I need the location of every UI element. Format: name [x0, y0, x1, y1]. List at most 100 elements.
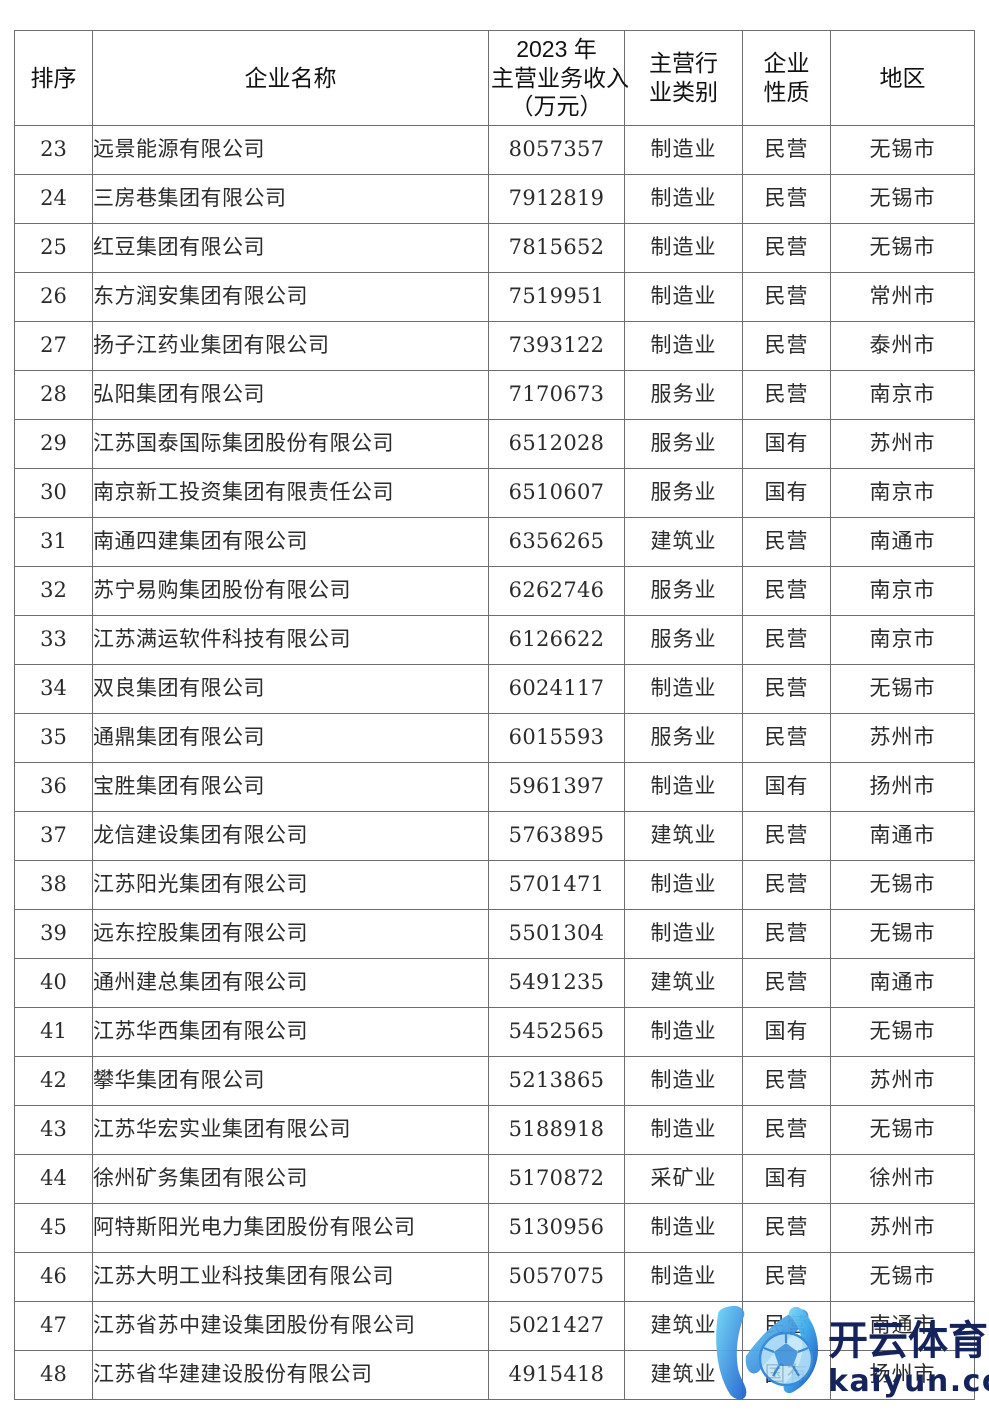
table-row: 41 江苏华西集团有限公司 5452565 制造业 国有 无锡市 — [14, 1007, 975, 1057]
cell-ownership: 民营 — [742, 517, 831, 567]
cell-region: 无锡市 — [830, 664, 975, 714]
cell-name: 阿特斯阳光电力集团股份有限公司 — [92, 1203, 489, 1253]
cell-ownership: 民营 — [742, 370, 831, 420]
cell-name: 江苏满运软件科技有限公司 — [92, 615, 489, 665]
table-row: 48 江苏省华建建设股份有限公司 4915418 建筑业 国有 扬州市 — [14, 1350, 975, 1400]
cell-name: 南通四建集团有限公司 — [92, 517, 489, 567]
cell-region: 南京市 — [830, 468, 975, 518]
cell-rank: 33 — [14, 615, 93, 665]
header-line: 企业 — [763, 50, 810, 77]
cell-region: 南通市 — [830, 1301, 975, 1351]
header-line: 主营行 — [649, 50, 718, 77]
column-header-region: 地区 — [830, 30, 975, 126]
cell-industry: 制造业 — [624, 1056, 743, 1106]
cell-ownership: 民营 — [742, 1203, 831, 1253]
cell-region: 扬州市 — [830, 1350, 975, 1400]
cell-industry: 服务业 — [624, 615, 743, 665]
cell-ownership: 民营 — [742, 174, 831, 224]
cell-revenue: 7170673 — [488, 370, 625, 420]
cell-revenue: 5213865 — [488, 1056, 625, 1106]
column-header-region-lines: 地区 — [831, 64, 974, 93]
cell-revenue: 7393122 — [488, 321, 625, 371]
cell-rank: 37 — [14, 811, 93, 861]
cell-industry: 制造业 — [624, 664, 743, 714]
cell-industry: 制造业 — [624, 125, 743, 175]
column-header-revenue: 2023 年主营业务收入 （万元） — [488, 30, 629, 126]
cell-region: 无锡市 — [830, 1007, 975, 1057]
cell-rank: 48 — [14, 1350, 93, 1400]
table-row: 36 宝胜集团有限公司 5961397 制造业 国有 扬州市 — [14, 762, 975, 812]
cell-revenue: 5170872 — [488, 1154, 625, 1204]
column-header-rank: 排序 — [14, 30, 93, 126]
table-row: 47 江苏省苏中建设集团股份有限公司 5021427 建筑业 民营 南通市 — [14, 1301, 975, 1351]
cell-ownership: 国有 — [742, 419, 831, 469]
cell-rank: 25 — [14, 223, 93, 273]
cell-region: 苏州市 — [830, 419, 975, 469]
table-row: 30 南京新工投资集团有限责任公司 6510607 服务业 国有 南京市 — [14, 468, 975, 518]
cell-region: 无锡市 — [830, 174, 975, 224]
cell-name: 宝胜集团有限公司 — [92, 762, 489, 812]
cell-ownership: 国有 — [742, 762, 831, 812]
enterprise-ranking-table: 排序 企业名称 2023 年主营业务收入 （万元） 主营行 业类别 企业 性质 — [14, 30, 975, 1400]
cell-region: 南通市 — [830, 811, 975, 861]
cell-name: 扬子江药业集团有限公司 — [92, 321, 489, 371]
cell-name: 龙信建设集团有限公司 — [92, 811, 489, 861]
cell-revenue: 5021427 — [488, 1301, 625, 1351]
cell-region: 扬州市 — [830, 762, 975, 812]
header-line: 性质 — [763, 79, 810, 105]
cell-region: 徐州市 — [830, 1154, 975, 1204]
cell-revenue: 6262746 — [488, 566, 625, 616]
table-header-row: 排序 企业名称 2023 年主营业务收入 （万元） 主营行 业类别 企业 性质 — [14, 30, 975, 126]
cell-revenue: 5701471 — [488, 860, 625, 910]
table-row: 45 阿特斯阳光电力集团股份有限公司 5130956 制造业 民营 苏州市 — [14, 1203, 975, 1253]
table-row: 38 江苏阳光集团有限公司 5701471 制造业 民营 无锡市 — [14, 860, 975, 910]
cell-revenue: 5057075 — [488, 1252, 625, 1302]
cell-name: 江苏省华建建设股份有限公司 — [92, 1350, 489, 1400]
column-header-industry: 主营行 业类别 — [624, 30, 743, 126]
cell-name: 苏宁易购集团股份有限公司 — [92, 566, 489, 616]
cell-rank: 32 — [14, 566, 93, 616]
cell-name: 江苏国泰国际集团股份有限公司 — [92, 419, 489, 469]
cell-name: 双良集团有限公司 — [92, 664, 489, 714]
cell-rank: 24 — [14, 174, 93, 224]
cell-ownership: 民营 — [742, 909, 831, 959]
table-row: 25 红豆集团有限公司 7815652 制造业 民营 无锡市 — [14, 223, 975, 273]
cell-industry: 建筑业 — [624, 1301, 743, 1351]
cell-name: 东方润安集团有限公司 — [92, 272, 489, 322]
cell-ownership: 民营 — [742, 615, 831, 665]
cell-region: 无锡市 — [830, 223, 975, 273]
cell-rank: 26 — [14, 272, 93, 322]
cell-rank: 40 — [14, 958, 93, 1008]
cell-revenue: 6126622 — [488, 615, 625, 665]
cell-revenue: 7912819 — [488, 174, 625, 224]
table-row: 35 通鼎集团有限公司 6015593 服务业 民营 苏州市 — [14, 713, 975, 763]
cell-rank: 41 — [14, 1007, 93, 1057]
cell-industry: 制造业 — [624, 272, 743, 322]
cell-rank: 35 — [14, 713, 93, 763]
cell-industry: 制造业 — [624, 223, 743, 273]
cell-ownership: 民营 — [742, 272, 831, 322]
cell-industry: 服务业 — [624, 713, 743, 763]
cell-name: 弘阳集团有限公司 — [92, 370, 489, 420]
cell-name: 远景能源有限公司 — [92, 125, 489, 175]
cell-region: 无锡市 — [830, 125, 975, 175]
table-row: 42 攀华集团有限公司 5213865 制造业 民营 苏州市 — [14, 1056, 975, 1106]
cell-name: 攀华集团有限公司 — [92, 1056, 489, 1106]
cell-region: 苏州市 — [830, 713, 975, 763]
cell-region: 苏州市 — [830, 1056, 975, 1106]
table-header: 排序 企业名称 2023 年主营业务收入 （万元） 主营行 业类别 企业 性质 — [14, 30, 975, 126]
cell-rank: 29 — [14, 419, 93, 469]
cell-industry: 服务业 — [624, 370, 743, 420]
cell-ownership: 民营 — [742, 1252, 831, 1302]
cell-rank: 31 — [14, 517, 93, 567]
cell-ownership: 民营 — [742, 1301, 831, 1351]
cell-ownership: 国有 — [742, 1007, 831, 1057]
cell-name: 江苏省苏中建设集团股份有限公司 — [92, 1301, 489, 1351]
cell-industry: 制造业 — [624, 762, 743, 812]
table-row: 23 远景能源有限公司 8057357 制造业 民营 无锡市 — [14, 125, 975, 175]
table-row: 37 龙信建设集团有限公司 5763895 建筑业 民营 南通市 — [14, 811, 975, 861]
cell-revenue: 7519951 — [488, 272, 625, 322]
table-row: 26 东方润安集团有限公司 7519951 制造业 民营 常州市 — [14, 272, 975, 322]
cell-revenue: 6512028 — [488, 419, 625, 469]
